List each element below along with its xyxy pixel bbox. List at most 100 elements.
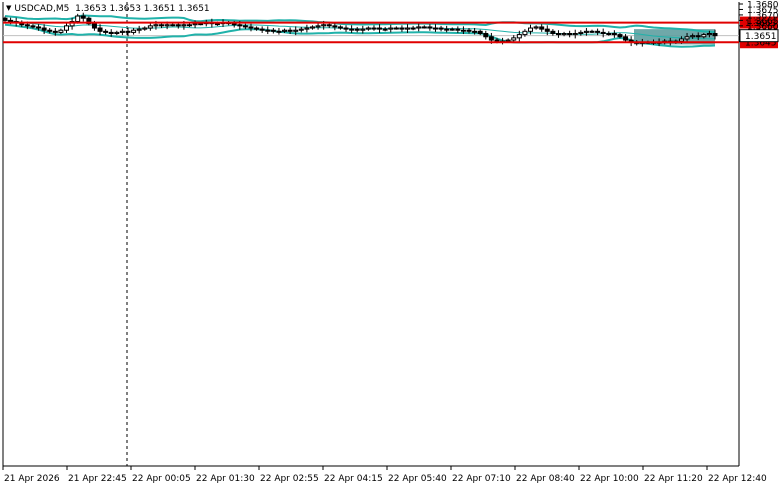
candle-body: [159, 24, 165, 27]
symbol-header[interactable]: ▼ USDCAD,M5 1.3653 1.3653 1.3651 1.3651: [6, 4, 210, 14]
candle-body: [276, 30, 282, 33]
candle-body: [494, 39, 500, 42]
candle-body: [349, 28, 355, 31]
candle-body: [2, 17, 8, 21]
candle-body: [410, 27, 416, 30]
candle-body: [91, 23, 97, 29]
bollinger-middle-band: [4, 19, 716, 40]
time-tick-label: 22 Apr 08:40: [516, 474, 575, 484]
candle-body: [136, 28, 142, 31]
candle-body: [332, 25, 338, 28]
candle-body: [427, 26, 433, 29]
time-tick-label: 22 Apr 04:15: [324, 474, 383, 484]
candle-body: [108, 31, 114, 34]
candle-body: [405, 27, 411, 30]
candle-body: [393, 27, 399, 30]
candle-body: [326, 24, 332, 27]
candle-body: [623, 36, 629, 41]
candle-body: [505, 39, 511, 42]
candle-body: [488, 36, 494, 41]
time-tick-label: 22 Apr 05:40: [388, 474, 447, 484]
candle-body: [181, 24, 187, 27]
time-tick-label: 21 Apr 2026: [4, 474, 60, 484]
candle-body: [114, 31, 120, 34]
candle-body: [701, 34, 707, 38]
candle-body: [47, 29, 53, 32]
candle-body: [147, 25, 153, 29]
price-axis: 1.36801.36751.36701.36651.36601.36551.36…: [739, 1, 779, 43]
candle-body: [237, 24, 243, 27]
candle-body: [69, 20, 75, 27]
candle-body: [80, 15, 86, 19]
candle-body: [8, 19, 14, 22]
candle-body: [533, 26, 539, 29]
time-tick-label: 22 Apr 02:55: [260, 474, 319, 484]
candle-body: [30, 25, 36, 28]
candle-body: [555, 32, 561, 36]
level-price-tag: [740, 16, 778, 29]
time-tick-label: 22 Apr 00:05: [132, 474, 191, 484]
candle-body: [365, 27, 371, 30]
candle-body: [75, 15, 81, 22]
candle-body: [231, 23, 237, 26]
ohlc-readout: 1.3653 1.3653 1.3651 1.3651: [75, 4, 210, 14]
candle-body: [293, 29, 299, 32]
candle-body: [125, 30, 131, 33]
candle-body: [175, 24, 181, 27]
candle-body: [198, 23, 204, 26]
candle-body: [617, 34, 623, 38]
candle-body: [416, 26, 422, 29]
candles: [2, 12, 718, 47]
current-price-label: 1.3651: [745, 32, 777, 42]
candle-body: [684, 36, 690, 40]
candle-body: [63, 25, 69, 31]
zone-rectangle[interactable]: [634, 29, 715, 45]
candle-body: [539, 26, 545, 30]
candle-body: [315, 25, 321, 28]
candle-body: [377, 27, 383, 30]
candle-body: [477, 30, 483, 34]
candle-body: [119, 30, 125, 33]
candle-body: [242, 25, 248, 28]
candle-body: [528, 27, 534, 32]
candle-body: [678, 38, 684, 42]
time-tick-label: 22 Apr 01:30: [196, 474, 255, 484]
candle-body: [567, 32, 573, 36]
chart-frame: [2, 2, 740, 467]
candle-body: [589, 30, 595, 33]
time-axis: 21 Apr 2026 21 Apr 22:45 22 Apr 00:05 22 Ap…: [2, 466, 767, 484]
candle-body: [41, 27, 47, 31]
candle-body: [86, 17, 92, 25]
candle-body: [170, 24, 176, 27]
symbol-label: USDCAD,M5: [14, 4, 70, 14]
candle-body: [192, 23, 198, 26]
bollinger-upper-band: [4, 14, 716, 34]
candle-body: [572, 32, 578, 36]
time-tick-label: 22 Apr 12:40: [708, 474, 767, 484]
candle-body: [712, 32, 718, 37]
candle-body: [421, 26, 427, 29]
candle-body: [164, 24, 170, 27]
candle-body: [583, 30, 589, 33]
candle-body: [254, 27, 260, 30]
candle-body: [270, 29, 276, 32]
candle-body: [103, 30, 109, 33]
candle-body: [153, 24, 159, 27]
candle-body: [399, 27, 405, 30]
candle-body: [516, 34, 522, 39]
current-price-tag: [739, 29, 779, 43]
candle-body: [371, 27, 377, 30]
price-tick-label: 1.3660: [747, 22, 779, 32]
candle-body: [131, 29, 137, 33]
dropdown-caret-icon[interactable]: ▼: [6, 4, 12, 12]
candle-body: [578, 31, 584, 34]
candle-body: [186, 24, 192, 27]
candle-body: [388, 27, 394, 30]
candle-body: [460, 29, 466, 32]
highlight-zone[interactable]: [634, 29, 715, 45]
candle-body: [561, 32, 567, 36]
candle-body: [287, 29, 293, 32]
candle-body: [432, 27, 438, 30]
